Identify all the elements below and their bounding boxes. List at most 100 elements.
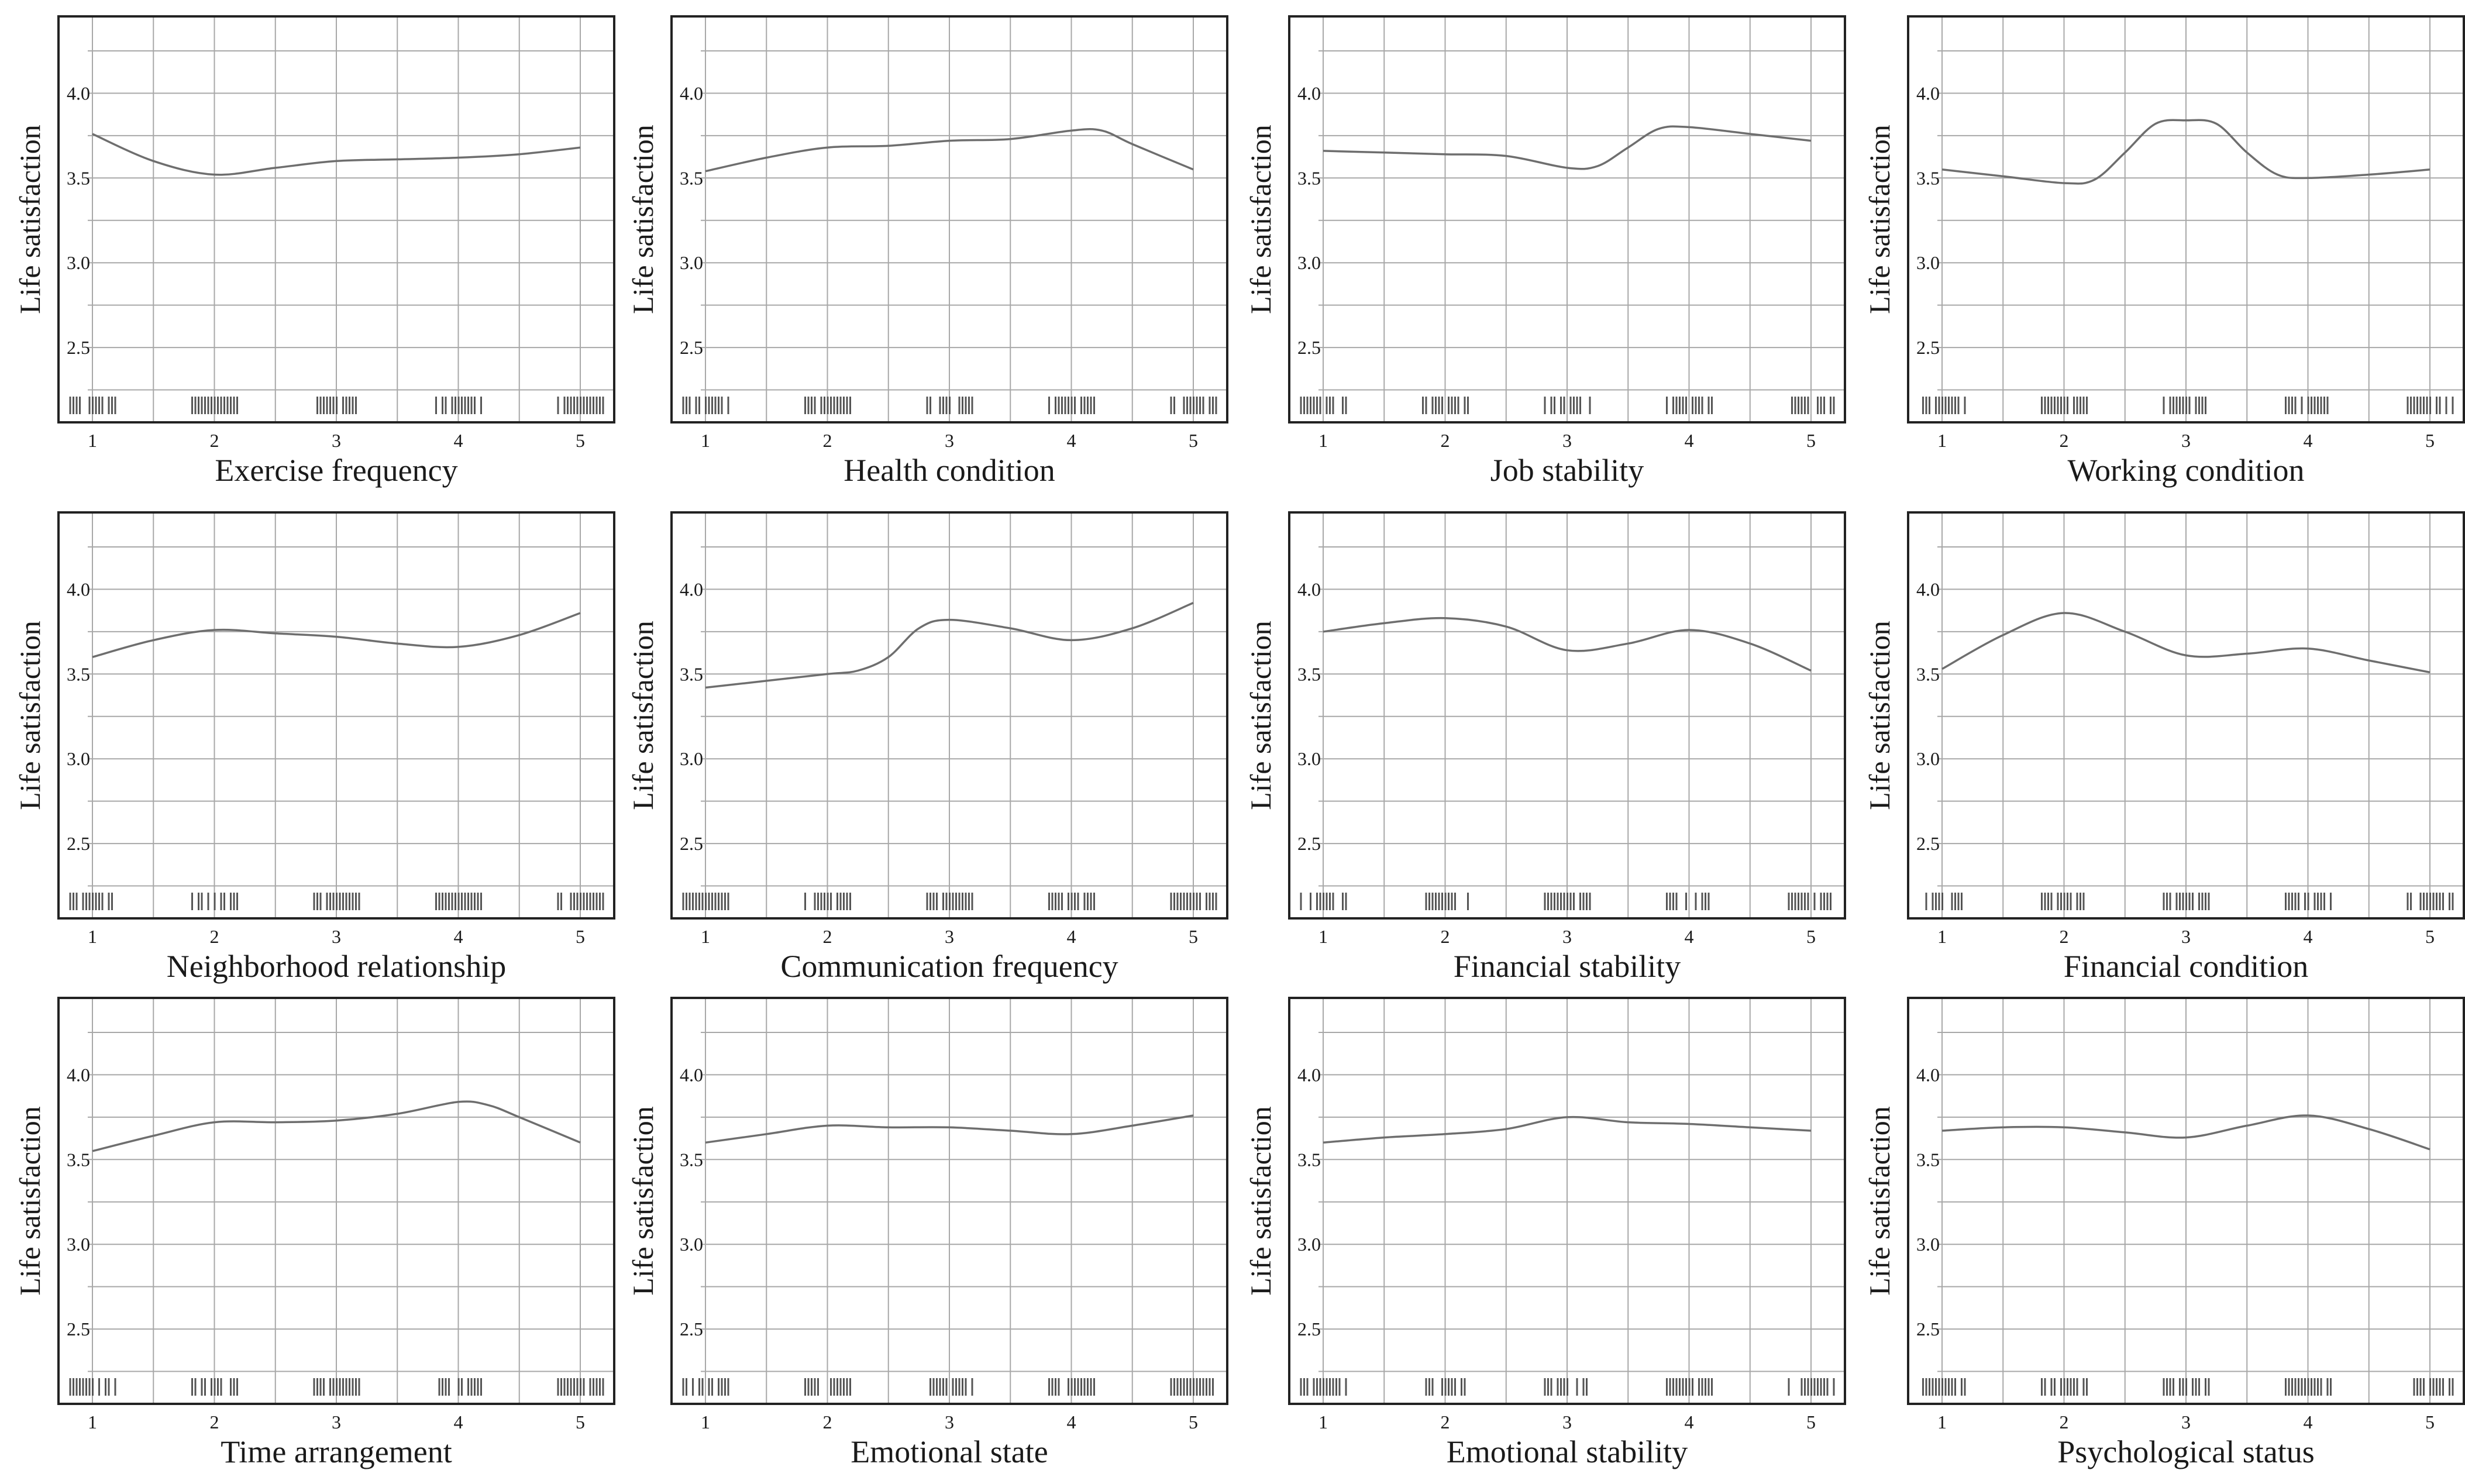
rug-cluster xyxy=(69,893,113,910)
x-axis-label: Emotional stability xyxy=(1447,1434,1688,1469)
y-tick-label: 4.0 xyxy=(1916,579,1940,600)
x-tick-label: 5 xyxy=(2425,430,2435,451)
rug-cluster xyxy=(1666,397,1713,414)
chart-panel-12: 2.5 3.0 3.5 4.0 1 2 3 4 5 Life satisfaction Psycho… xyxy=(1863,997,2465,1469)
plot-frame xyxy=(57,997,615,1405)
rug-cluster xyxy=(316,397,357,414)
x-tick-label: 1 xyxy=(88,1411,97,1433)
rug-cluster xyxy=(2041,1378,2088,1396)
chart-panel-4: 2.5 3.0 3.5 4.0 1 2 3 4 5 Life satisfaction Workin… xyxy=(1863,15,2465,488)
y-tick-label: 4.0 xyxy=(680,579,703,600)
x-axis-label: Emotional state xyxy=(851,1434,1048,1469)
rug-cluster xyxy=(682,397,729,414)
y-tick-label: 3.0 xyxy=(67,748,90,769)
x-tick-label: 2 xyxy=(210,1411,219,1433)
x-tick-label: 1 xyxy=(88,430,97,451)
chart-panel-10: 2.5 3.0 3.5 4.0 1 2 3 4 5 Life satisfaction Emotio… xyxy=(626,997,1228,1469)
rug-cluster xyxy=(2041,397,2088,414)
y-tick-label: 4.0 xyxy=(680,82,703,104)
y-tick-label: 4.0 xyxy=(1297,579,1321,600)
y-tick-label: 3.0 xyxy=(1297,1234,1321,1255)
rug-cluster xyxy=(2041,893,2085,910)
series-line xyxy=(1323,1115,1812,1144)
rug-cluster xyxy=(1300,893,1347,910)
y-tick-label: 3.5 xyxy=(67,167,90,188)
rug-cluster xyxy=(1422,397,1469,414)
y-tick-label: 3.5 xyxy=(1297,663,1321,684)
x-tick-label: 5 xyxy=(1806,430,1816,451)
rug-cluster xyxy=(69,397,116,414)
x-tick-label: 4 xyxy=(454,430,463,451)
y-axis-label: Life satisfaction xyxy=(1863,621,1896,810)
y-tick-label: 3.0 xyxy=(1916,1234,1940,1255)
x-axis-label: Financial stability xyxy=(1454,949,1681,984)
x-tick-label: 1 xyxy=(88,926,97,947)
plot-frame xyxy=(1288,997,1846,1405)
x-tick-label: 4 xyxy=(2304,926,2313,947)
y-tick-label: 3.0 xyxy=(1297,748,1321,769)
x-tick-label: 4 xyxy=(1067,430,1076,451)
x-tick-label: 3 xyxy=(2181,1411,2191,1433)
y-axis-label: Life satisfaction xyxy=(626,125,659,314)
rug-cluster xyxy=(1544,1378,1588,1396)
rug-cluster xyxy=(1048,893,1095,910)
chart-panel-3: 2.5 3.0 3.5 4.0 1 2 3 4 5 Life satisfaction Job st… xyxy=(1244,15,1846,488)
x-tick-label: 1 xyxy=(701,926,710,947)
y-tick-label: 2.5 xyxy=(1297,833,1321,854)
rug-cluster xyxy=(2285,397,2329,414)
rug-cluster xyxy=(191,397,238,414)
plot-frame xyxy=(57,511,615,920)
x-tick-label: 3 xyxy=(332,430,341,451)
rug-cluster xyxy=(2413,1378,2454,1396)
x-tick-label: 2 xyxy=(2060,926,2069,947)
plot-frame xyxy=(670,511,1228,920)
x-axis-label: Communication frequency xyxy=(780,949,1118,984)
x-axis-label: Neighborhood relationship xyxy=(167,949,506,984)
y-tick-label: 2.5 xyxy=(67,1318,90,1340)
rug-cluster xyxy=(557,893,604,910)
plot-frame xyxy=(1288,15,1846,423)
rug-cluster xyxy=(1425,1378,1466,1396)
y-tick-label: 2.5 xyxy=(1297,1318,1321,1340)
rug-cluster xyxy=(2407,893,2454,910)
series-line xyxy=(705,1114,1194,1144)
y-axis-label: Life satisfaction xyxy=(626,1106,659,1296)
x-tick-label: 3 xyxy=(945,1411,954,1433)
x-axis-label: Exercise frequency xyxy=(215,453,457,488)
y-tick-label: 2.5 xyxy=(680,833,703,854)
x-tick-label: 4 xyxy=(1067,926,1076,947)
rug-cluster xyxy=(313,1378,360,1396)
x-tick-label: 1 xyxy=(701,1411,710,1433)
x-tick-label: 5 xyxy=(576,1411,585,1433)
rug-cluster xyxy=(313,893,360,910)
rug-cluster xyxy=(804,893,851,910)
plot-frame xyxy=(57,15,615,423)
rug-cluster xyxy=(929,1378,973,1396)
x-tick-label: 4 xyxy=(2304,430,2313,451)
x-tick-label: 5 xyxy=(576,430,585,451)
rug-cluster xyxy=(435,397,482,414)
y-tick-label: 2.5 xyxy=(67,337,90,358)
y-tick-label: 3.5 xyxy=(1916,167,1940,188)
rug-cluster xyxy=(1170,1378,1214,1396)
x-tick-label: 4 xyxy=(1685,430,1694,451)
series-line xyxy=(1941,1114,2430,1151)
rug-cluster xyxy=(2285,1378,2332,1396)
plot-frame xyxy=(1907,997,2465,1405)
chart-panel-5: 2.5 3.0 3.5 4.0 1 2 3 4 5 Life satisfaction Neighb… xyxy=(13,511,615,984)
x-tick-label: 1 xyxy=(1937,926,1947,947)
rug-cluster xyxy=(557,1378,604,1396)
series-line xyxy=(1941,612,2430,674)
y-tick-label: 4.0 xyxy=(1297,82,1321,104)
y-tick-label: 3.5 xyxy=(67,663,90,684)
x-tick-label: 3 xyxy=(2181,926,2191,947)
y-tick-label: 4.0 xyxy=(67,579,90,600)
rug-cluster xyxy=(1170,893,1217,910)
rug-cluster xyxy=(1170,397,1217,414)
x-tick-label: 1 xyxy=(1318,926,1328,947)
x-tick-label: 4 xyxy=(1685,1411,1694,1433)
x-tick-label: 2 xyxy=(2060,1411,2069,1433)
x-tick-label: 2 xyxy=(1441,1411,1450,1433)
x-tick-label: 2 xyxy=(823,430,832,451)
